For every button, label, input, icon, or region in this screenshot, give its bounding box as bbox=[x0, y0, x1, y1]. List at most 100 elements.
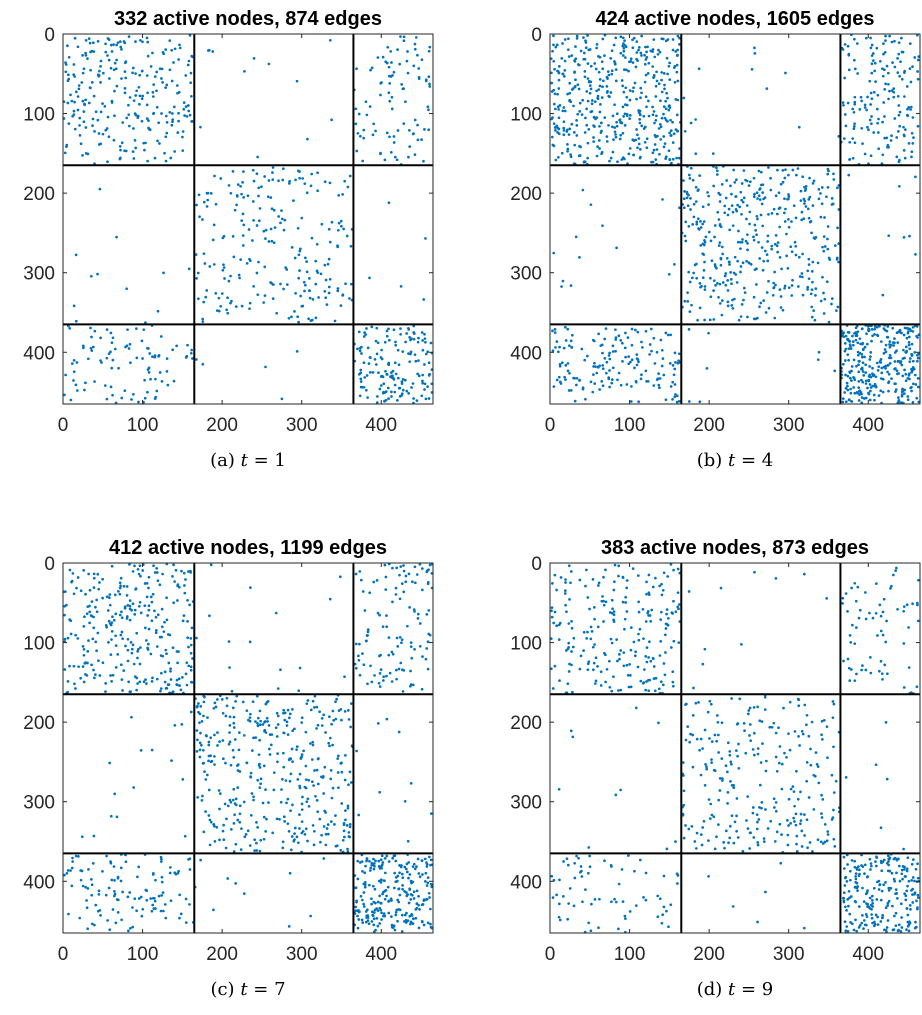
data-point bbox=[426, 884, 429, 887]
data-point bbox=[610, 900, 613, 903]
data-point bbox=[172, 601, 175, 604]
data-point bbox=[912, 326, 915, 329]
data-point bbox=[421, 589, 424, 592]
data-point bbox=[673, 368, 676, 371]
data-point bbox=[330, 769, 333, 772]
data-point bbox=[229, 741, 232, 744]
data-point bbox=[858, 399, 861, 402]
data-point bbox=[240, 848, 243, 851]
data-point bbox=[801, 730, 804, 733]
data-point bbox=[746, 316, 749, 319]
data-point bbox=[340, 304, 343, 307]
data-point bbox=[907, 332, 910, 335]
y-tick-label: 0 bbox=[531, 25, 542, 46]
data-point bbox=[301, 796, 304, 799]
data-point bbox=[732, 905, 735, 908]
data-point bbox=[876, 122, 879, 125]
data-point bbox=[826, 238, 829, 241]
data-point bbox=[899, 331, 902, 334]
data-point bbox=[670, 385, 673, 388]
data-point bbox=[901, 926, 904, 929]
data-point bbox=[141, 70, 144, 73]
data-point bbox=[861, 356, 864, 359]
data-point bbox=[652, 113, 655, 116]
data-point bbox=[856, 42, 859, 45]
data-point bbox=[427, 568, 430, 571]
data-point bbox=[143, 680, 146, 683]
data-point bbox=[631, 328, 634, 331]
data-point bbox=[146, 160, 149, 163]
data-point bbox=[573, 71, 576, 74]
data-point bbox=[612, 345, 615, 348]
data-point bbox=[268, 748, 271, 751]
data-point bbox=[692, 766, 695, 769]
data-point bbox=[424, 880, 427, 883]
data-point bbox=[832, 700, 835, 703]
data-point bbox=[916, 862, 919, 865]
data-point bbox=[678, 157, 681, 160]
data-point bbox=[107, 641, 110, 644]
data-point bbox=[668, 104, 671, 107]
data-point bbox=[691, 825, 694, 828]
data-point bbox=[121, 631, 124, 634]
data-point bbox=[115, 666, 118, 669]
data-point bbox=[69, 619, 72, 622]
data-point bbox=[732, 169, 735, 172]
data-point bbox=[115, 644, 118, 647]
data-point bbox=[159, 371, 162, 374]
data-point bbox=[202, 831, 205, 834]
data-point bbox=[157, 613, 160, 616]
data-point bbox=[377, 341, 380, 344]
data-point bbox=[587, 846, 590, 849]
data-point bbox=[895, 136, 898, 139]
data-point bbox=[78, 87, 81, 90]
data-point bbox=[889, 587, 892, 590]
data-point bbox=[863, 900, 866, 903]
data-point bbox=[152, 872, 155, 875]
data-point bbox=[875, 855, 878, 858]
data-point bbox=[705, 235, 708, 238]
data-point bbox=[871, 372, 874, 375]
data-point bbox=[381, 893, 384, 896]
data-point bbox=[575, 855, 578, 858]
data-point bbox=[882, 634, 885, 637]
data-point bbox=[339, 849, 342, 852]
data-point bbox=[349, 826, 352, 829]
data-point bbox=[917, 353, 920, 356]
data-point bbox=[659, 640, 662, 643]
data-point bbox=[257, 186, 260, 189]
data-point bbox=[162, 891, 165, 894]
data-point bbox=[178, 894, 181, 897]
data-point bbox=[858, 108, 861, 111]
data-point bbox=[373, 917, 376, 920]
data-point bbox=[421, 655, 424, 658]
data-point bbox=[262, 802, 265, 805]
data-point bbox=[95, 599, 98, 602]
data-point bbox=[876, 108, 879, 111]
data-point bbox=[661, 922, 664, 925]
data-point bbox=[190, 669, 193, 672]
data-point bbox=[703, 648, 706, 651]
data-point bbox=[809, 748, 812, 751]
data-point bbox=[674, 393, 677, 396]
data-point bbox=[665, 613, 668, 616]
data-point bbox=[73, 370, 76, 373]
data-point bbox=[903, 334, 906, 337]
data-point bbox=[719, 302, 722, 305]
data-point bbox=[553, 122, 556, 125]
data-point bbox=[234, 209, 237, 212]
data-point bbox=[718, 244, 721, 247]
data-point bbox=[228, 184, 231, 187]
data-point bbox=[624, 86, 627, 89]
data-point bbox=[810, 306, 813, 309]
data-point bbox=[886, 371, 889, 374]
data-point bbox=[403, 866, 406, 869]
data-point bbox=[601, 38, 604, 41]
data-point bbox=[573, 637, 576, 640]
data-point bbox=[897, 53, 900, 56]
data-point bbox=[201, 218, 204, 221]
data-point bbox=[573, 59, 576, 62]
data-point bbox=[616, 125, 619, 128]
data-point bbox=[361, 870, 364, 873]
data-point bbox=[258, 753, 261, 756]
